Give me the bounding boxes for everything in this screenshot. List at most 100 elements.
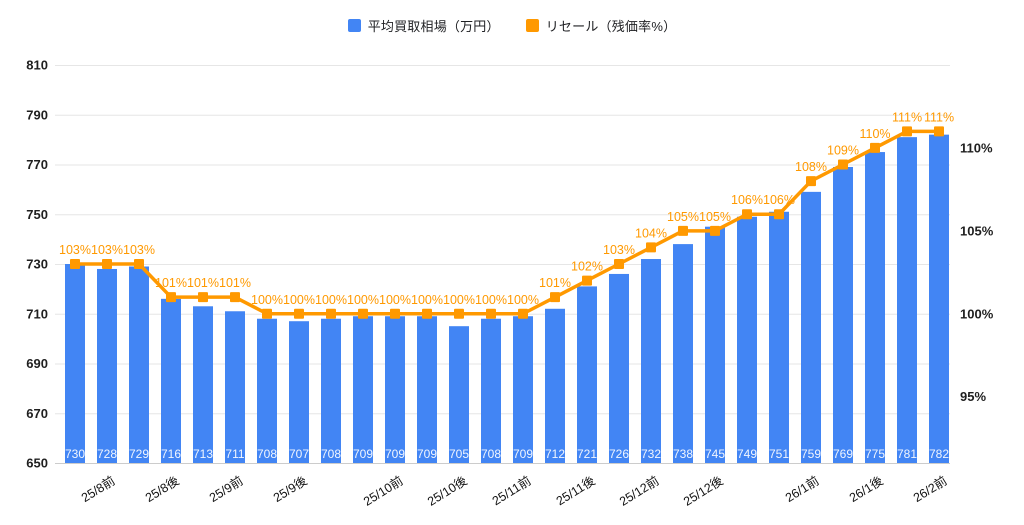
line-point[interactable]: [70, 258, 80, 269]
bar[interactable]: [737, 216, 757, 463]
line-point[interactable]: [838, 159, 848, 170]
line-point[interactable]: [326, 308, 336, 319]
line-point[interactable]: [806, 176, 816, 187]
y-axis-label: 690: [26, 356, 48, 371]
line-point[interactable]: [870, 142, 880, 153]
line-point[interactable]: [774, 209, 784, 220]
bar[interactable]: [801, 191, 821, 464]
point-value-label: 100%: [475, 293, 507, 307]
legend-item-buyback[interactable]: 平均買取相場（万円）: [347, 16, 500, 35]
bar[interactable]: [193, 306, 213, 463]
bar-value-label: 738: [673, 447, 693, 461]
y-axis-label: 790: [26, 107, 48, 122]
point-value-label: 105%: [667, 210, 699, 224]
line-point[interactable]: [902, 126, 912, 137]
bar[interactable]: [833, 166, 853, 464]
bar[interactable]: [161, 298, 181, 463]
bar[interactable]: [225, 311, 245, 463]
point-value-label: 104%: [635, 226, 667, 240]
point-value-label: 110%: [859, 127, 890, 141]
bar[interactable]: [673, 244, 693, 463]
point-value-label: 102%: [571, 260, 603, 274]
point-value-label: 106%: [731, 193, 763, 207]
line-point[interactable]: [454, 308, 464, 319]
bar[interactable]: [289, 321, 309, 463]
point-value-label: 111%: [892, 110, 922, 124]
bar[interactable]: [321, 318, 341, 463]
right-axis-label: 100%: [960, 306, 994, 321]
bar-value-label: 709: [513, 447, 533, 461]
line-point[interactable]: [710, 225, 720, 236]
line-point[interactable]: [166, 292, 176, 303]
line-point[interactable]: [422, 308, 432, 319]
bar-value-label: 709: [417, 447, 437, 461]
right-axis-label: 105%: [960, 223, 994, 238]
point-value-label: 100%: [379, 293, 411, 307]
bar[interactable]: [929, 134, 949, 463]
bar[interactable]: [769, 211, 789, 463]
bar[interactable]: [481, 318, 501, 463]
line-point[interactable]: [518, 308, 528, 319]
bar[interactable]: [641, 259, 661, 463]
bar[interactable]: [609, 273, 629, 463]
line-point[interactable]: [262, 308, 272, 319]
line-point[interactable]: [550, 292, 560, 303]
legend-swatch-orange: [525, 19, 539, 32]
bar[interactable]: [129, 266, 149, 463]
bar[interactable]: [385, 316, 405, 463]
bar-value-label: 712: [545, 447, 565, 461]
point-value-label: 105%: [699, 210, 731, 224]
line-point[interactable]: [678, 225, 688, 236]
point-value-label: 108%: [795, 160, 827, 174]
line-point[interactable]: [486, 308, 496, 319]
line-point[interactable]: [294, 308, 304, 319]
x-axis-label: 26/1後: [847, 473, 886, 505]
bar-value-label: 713: [193, 447, 213, 461]
line-point[interactable]: [646, 242, 656, 253]
line-point[interactable]: [198, 292, 208, 303]
point-value-label: 103%: [91, 243, 123, 257]
legend-item-resale[interactable]: リセール（残価率%）: [525, 16, 677, 35]
bar[interactable]: [865, 152, 885, 463]
bar[interactable]: [97, 268, 117, 463]
point-value-label: 100%: [347, 293, 379, 307]
bar-value-label: 708: [257, 447, 277, 461]
right-axis-label: 95%: [960, 389, 986, 404]
point-value-label: 111%: [924, 110, 954, 124]
line-point[interactable]: [102, 258, 112, 269]
line-point[interactable]: [934, 126, 944, 137]
bar[interactable]: [513, 316, 533, 463]
line-point[interactable]: [134, 258, 144, 269]
bar-value-label: 709: [385, 447, 405, 461]
bar-value-label: 728: [97, 447, 117, 461]
x-axis-label: 25/8前: [78, 473, 117, 505]
point-value-label: 103%: [123, 243, 155, 257]
line-point[interactable]: [390, 308, 400, 319]
bar[interactable]: [449, 326, 469, 463]
chart-legend: 平均買取相場（万円） リセール（残価率%）: [0, 16, 1024, 35]
bar[interactable]: [545, 308, 565, 463]
y-axis-label: 730: [26, 257, 48, 272]
legend-swatch-blue: [347, 19, 361, 32]
point-value-label: 101%: [155, 276, 187, 290]
line-point[interactable]: [582, 275, 592, 286]
bar-value-label: 726: [609, 447, 629, 461]
resale-line: [75, 129, 939, 316]
line-point[interactable]: [358, 308, 368, 319]
bar[interactable]: [353, 316, 373, 463]
line-point[interactable]: [230, 292, 240, 303]
point-value-label: 100%: [411, 293, 443, 307]
point-value-label: 101%: [219, 276, 251, 290]
bar[interactable]: [65, 264, 85, 463]
bar[interactable]: [577, 286, 597, 463]
bar[interactable]: [257, 318, 277, 463]
bar[interactable]: [705, 226, 725, 463]
line-point[interactable]: [614, 258, 624, 269]
bar[interactable]: [897, 137, 917, 463]
point-value-label: 103%: [59, 243, 91, 257]
bar[interactable]: [417, 316, 437, 463]
legend-label-buyback: 平均買取相場（万円）: [367, 19, 500, 34]
line-point[interactable]: [742, 209, 752, 220]
bar-value-label: 716: [161, 447, 181, 461]
legend-label-resale: リセール（残価率%）: [545, 19, 677, 34]
